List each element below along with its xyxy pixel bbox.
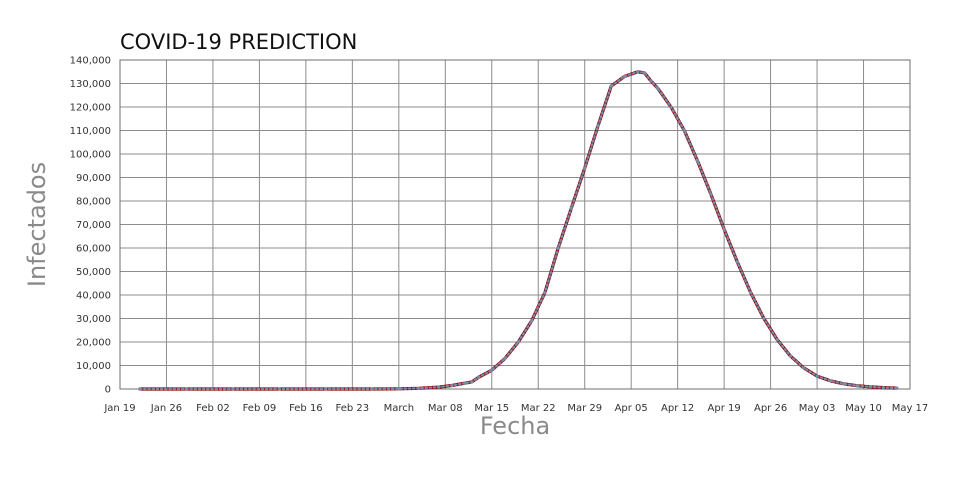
x-tick-label: Apr 05: [615, 403, 648, 414]
y-tick-label: 100,000: [70, 150, 111, 161]
data-point: [722, 227, 726, 231]
x-tick-label: Feb 16: [289, 403, 323, 414]
data-point: [642, 71, 647, 75]
x-tick-label: Apr 26: [754, 403, 787, 414]
data-point: [709, 192, 713, 196]
y-tick-label: 120,000: [70, 103, 111, 114]
x-tick-label: May 10: [845, 403, 882, 414]
y-tick-label: 130,000: [70, 79, 111, 90]
data-point: [649, 79, 653, 83]
data-point: [815, 374, 819, 378]
x-tick-label: Mar 15: [474, 403, 509, 414]
data-point: [762, 316, 766, 321]
data-point: [184, 387, 188, 391]
y-tick-label: 40,000: [76, 291, 111, 302]
data-point: [596, 124, 600, 128]
data-point: [470, 380, 474, 384]
data-point: [636, 70, 640, 74]
grid: [120, 59, 910, 390]
x-tick-label: Mar 08: [428, 403, 463, 414]
data-point: [138, 387, 142, 391]
series-dotted-overlay: [138, 70, 898, 391]
y-tick-label: 0: [105, 385, 111, 396]
data-point: [490, 368, 494, 372]
data-point: [609, 84, 613, 88]
x-tick-label: Feb 09: [243, 403, 277, 414]
data-point: [503, 356, 507, 361]
y-tick-label: 50,000: [76, 267, 111, 278]
x-tick-label: May 03: [799, 403, 836, 414]
plot-area: [119, 59, 911, 390]
y-tick-label: 30,000: [76, 314, 111, 325]
data-point: [463, 381, 467, 385]
y-tick-label: 80,000: [76, 197, 111, 208]
x-tick-label: Jan 26: [150, 403, 182, 414]
x-tick-label: Jan 19: [103, 403, 135, 414]
data-point: [855, 384, 859, 388]
data-point: [682, 128, 686, 133]
data-point: [842, 382, 846, 386]
data-point: [324, 387, 328, 391]
data-point: [788, 354, 793, 358]
x-axis-ticks: Jan 19 Jan 26 Feb 02 Feb 09 Feb 16 Feb 23 Marc…: [103, 403, 928, 414]
data-point: [695, 159, 700, 163]
data-point: [476, 375, 481, 379]
data-point: [656, 86, 660, 90]
y-tick-label: 10,000: [76, 361, 111, 372]
data-point: [543, 291, 547, 295]
data-point: [417, 386, 421, 390]
y-tick-label: 140,000: [70, 56, 111, 67]
x-tick-label: Feb 23: [336, 403, 370, 414]
chart-title: COVID-19 PREDICTION: [120, 30, 357, 54]
data-point: [749, 291, 753, 295]
data-point: [775, 338, 779, 342]
y-tick-label: 90,000: [76, 173, 111, 184]
y-tick-label: 110,000: [70, 126, 111, 137]
x-tick-label: Apr 19: [708, 403, 741, 414]
x-axis-title: Fecha: [480, 412, 550, 440]
y-tick-label: 70,000: [76, 220, 111, 231]
data-point: [231, 387, 235, 391]
data-point: [277, 387, 281, 391]
data-point: [881, 385, 886, 390]
y-tick-label: 20,000: [76, 338, 111, 349]
data-point: [437, 385, 441, 389]
data-point: [802, 366, 806, 370]
data-point: [569, 206, 574, 210]
data-point: [556, 246, 560, 250]
y-axis-title: Infectados: [23, 162, 51, 287]
data-point: [516, 340, 520, 344]
x-tick-label: Apr 12: [661, 403, 694, 414]
data-point: [669, 105, 673, 109]
data-point: [735, 260, 739, 264]
data-point: [828, 379, 832, 383]
x-tick-label: Feb 02: [196, 403, 230, 414]
data-point: [622, 74, 627, 79]
x-tick-label: Mar 29: [567, 403, 602, 414]
x-tick-label: Mar 22: [521, 403, 556, 414]
y-tick-label: 60,000: [76, 244, 111, 255]
y-axis-ticks: 0 10,000 20,000 30,000 40,000 50,000 60,000 70,…: [70, 56, 111, 396]
data-point: [370, 387, 374, 391]
data-point: [895, 386, 899, 390]
x-tick-label: May 17: [892, 403, 929, 414]
data-point: [583, 166, 587, 170]
x-tick-label: March: [384, 403, 414, 414]
series-layer: [138, 70, 899, 391]
data-point: [529, 319, 534, 323]
data-point: [397, 387, 401, 391]
data-point: [450, 383, 454, 388]
data-point: [868, 385, 872, 389]
